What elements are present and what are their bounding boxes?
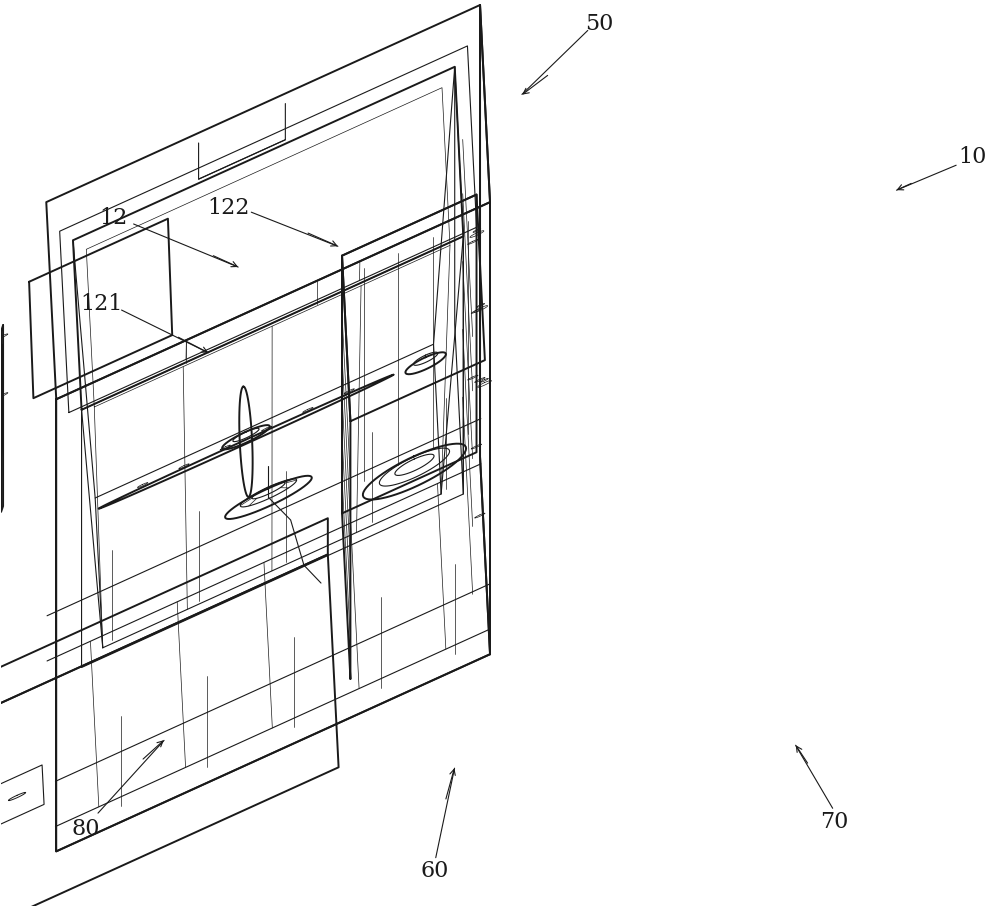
Text: 50: 50 (586, 13, 614, 35)
Text: 121: 121 (80, 293, 122, 316)
Text: 122: 122 (208, 197, 250, 219)
Text: 70: 70 (820, 812, 848, 834)
Text: 60: 60 (421, 860, 449, 883)
Text: 80: 80 (72, 818, 100, 840)
Text: 10: 10 (959, 146, 987, 168)
Text: 12: 12 (99, 208, 127, 229)
